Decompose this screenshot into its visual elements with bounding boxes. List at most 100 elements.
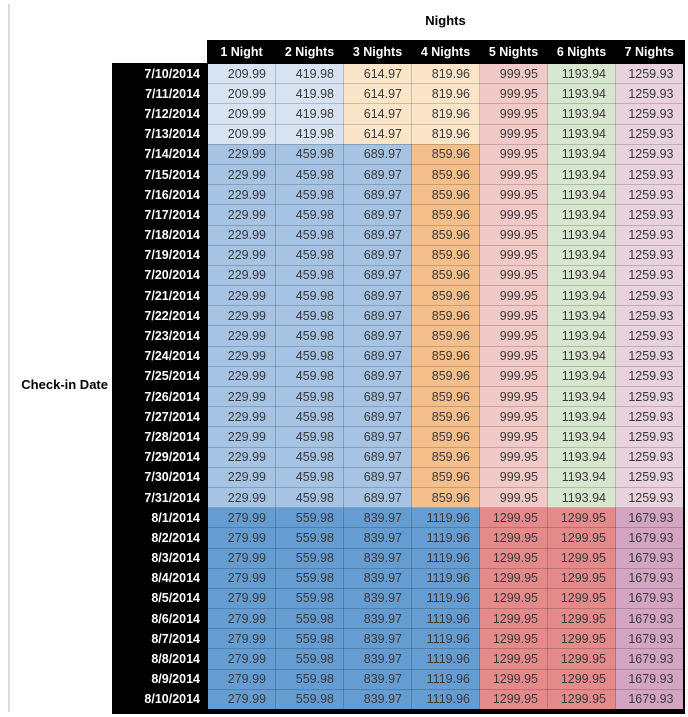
price-cell[interactable]: 1679.93 xyxy=(615,587,684,610)
price-cell[interactable]: 614.97 xyxy=(343,83,412,105)
price-cell[interactable]: 689.97 xyxy=(343,365,412,388)
price-cell[interactable]: 999.95 xyxy=(479,184,548,206)
price-cell[interactable]: 1299.95 xyxy=(479,527,548,549)
price-cell[interactable]: 999.95 xyxy=(479,365,548,388)
price-cell[interactable]: 839.97 xyxy=(343,628,412,650)
price-cell[interactable]: 999.95 xyxy=(479,466,548,488)
price-cell[interactable]: 1259.93 xyxy=(615,184,684,206)
price-cell[interactable]: 1679.93 xyxy=(615,547,684,569)
price-cell[interactable]: 689.97 xyxy=(343,426,412,448)
price-cell[interactable]: 859.96 xyxy=(411,143,480,165)
price-cell[interactable]: 279.99 xyxy=(207,668,276,690)
price-cell[interactable]: 1679.93 xyxy=(615,668,684,690)
price-cell[interactable]: 1259.93 xyxy=(615,163,684,186)
price-cell[interactable]: 209.99 xyxy=(207,62,276,85)
price-cell[interactable]: 419.98 xyxy=(275,83,344,105)
price-cell[interactable]: 999.95 xyxy=(479,264,548,287)
price-cell[interactable]: 1119.96 xyxy=(411,608,480,630)
price-cell[interactable]: 1259.93 xyxy=(615,285,684,307)
price-cell[interactable]: 999.95 xyxy=(479,62,548,85)
price-cell[interactable]: 279.99 xyxy=(207,587,276,610)
price-cell[interactable]: 999.95 xyxy=(479,285,548,307)
price-cell[interactable]: 999.95 xyxy=(479,204,548,226)
price-cell[interactable]: 999.95 xyxy=(479,305,548,327)
price-cell[interactable]: 1299.95 xyxy=(479,547,548,569)
price-cell[interactable]: 1193.94 xyxy=(547,466,616,488)
price-cell[interactable]: 559.98 xyxy=(275,668,344,690)
price-cell[interactable]: 229.99 xyxy=(207,385,276,408)
price-cell[interactable]: 1193.94 xyxy=(547,62,616,85)
price-cell[interactable]: 859.96 xyxy=(411,264,480,287)
price-cell[interactable]: 819.96 xyxy=(411,123,480,145)
price-cell[interactable]: 1119.96 xyxy=(411,668,480,690)
price-cell[interactable]: 999.95 xyxy=(479,163,548,186)
price-cell[interactable]: 229.99 xyxy=(207,406,276,428)
price-cell[interactable]: 859.96 xyxy=(411,446,480,468)
price-cell[interactable]: 839.97 xyxy=(343,567,412,589)
price-cell[interactable]: 839.97 xyxy=(343,668,412,690)
price-cell[interactable]: 819.96 xyxy=(411,62,480,85)
price-cell[interactable]: 819.96 xyxy=(411,103,480,125)
price-cell[interactable]: 1193.94 xyxy=(547,184,616,206)
price-cell[interactable]: 459.98 xyxy=(275,466,344,488)
price-cell[interactable]: 1299.95 xyxy=(479,648,548,670)
price-cell[interactable]: 1259.93 xyxy=(615,264,684,287)
price-cell[interactable]: 419.98 xyxy=(275,62,344,85)
price-cell[interactable]: 1299.95 xyxy=(547,547,616,569)
price-cell[interactable]: 839.97 xyxy=(343,608,412,630)
price-cell[interactable]: 839.97 xyxy=(343,507,412,529)
price-cell[interactable]: 459.98 xyxy=(275,305,344,327)
price-cell[interactable]: 229.99 xyxy=(207,244,276,266)
price-cell[interactable]: 1299.95 xyxy=(479,688,548,713)
price-cell[interactable]: 999.95 xyxy=(479,143,548,165)
price-cell[interactable]: 689.97 xyxy=(343,163,412,186)
price-cell[interactable]: 229.99 xyxy=(207,204,276,226)
price-cell[interactable]: 859.96 xyxy=(411,305,480,327)
price-cell[interactable]: 1679.93 xyxy=(615,567,684,589)
price-cell[interactable]: 1193.94 xyxy=(547,305,616,327)
price-cell[interactable]: 279.99 xyxy=(207,628,276,650)
price-cell[interactable]: 1299.95 xyxy=(547,688,616,713)
price-cell[interactable]: 459.98 xyxy=(275,224,344,246)
price-cell[interactable]: 1299.95 xyxy=(547,648,616,670)
price-cell[interactable]: 1259.93 xyxy=(615,224,684,246)
price-cell[interactable]: 229.99 xyxy=(207,345,276,367)
price-cell[interactable]: 459.98 xyxy=(275,385,344,408)
price-cell[interactable]: 999.95 xyxy=(479,345,548,367)
price-cell[interactable]: 1259.93 xyxy=(615,103,684,125)
price-cell[interactable]: 1259.93 xyxy=(615,244,684,266)
price-cell[interactable]: 1299.95 xyxy=(547,507,616,529)
price-cell[interactable]: 1193.94 xyxy=(547,264,616,287)
price-cell[interactable]: 279.99 xyxy=(207,688,276,713)
price-cell[interactable]: 689.97 xyxy=(343,285,412,307)
price-cell[interactable]: 279.99 xyxy=(207,527,276,549)
price-cell[interactable]: 1299.95 xyxy=(479,668,548,690)
price-cell[interactable]: 1299.95 xyxy=(547,567,616,589)
price-cell[interactable]: 999.95 xyxy=(479,426,548,448)
price-cell[interactable]: 1193.94 xyxy=(547,426,616,448)
price-cell[interactable]: 459.98 xyxy=(275,345,344,367)
price-cell[interactable]: 419.98 xyxy=(275,123,344,145)
price-cell[interactable]: 1193.94 xyxy=(547,446,616,468)
price-cell[interactable]: 1119.96 xyxy=(411,628,480,650)
price-cell[interactable]: 859.96 xyxy=(411,285,480,307)
price-cell[interactable]: 1679.93 xyxy=(615,527,684,549)
price-cell[interactable]: 839.97 xyxy=(343,587,412,610)
price-cell[interactable]: 229.99 xyxy=(207,325,276,347)
price-cell[interactable]: 689.97 xyxy=(343,446,412,468)
price-cell[interactable]: 859.96 xyxy=(411,325,480,347)
price-cell[interactable]: 1193.94 xyxy=(547,83,616,105)
price-cell[interactable]: 229.99 xyxy=(207,446,276,468)
price-cell[interactable]: 689.97 xyxy=(343,184,412,206)
price-cell[interactable]: 999.95 xyxy=(479,325,548,347)
price-cell[interactable]: 1193.94 xyxy=(547,345,616,367)
price-cell[interactable]: 229.99 xyxy=(207,163,276,186)
price-cell[interactable]: 859.96 xyxy=(411,365,480,388)
price-cell[interactable]: 1193.94 xyxy=(547,285,616,307)
price-cell[interactable]: 1193.94 xyxy=(547,365,616,388)
price-cell[interactable]: 1259.93 xyxy=(615,385,684,408)
price-cell[interactable]: 279.99 xyxy=(207,567,276,589)
price-cell[interactable]: 1119.96 xyxy=(411,547,480,569)
price-cell[interactable]: 1259.93 xyxy=(615,365,684,388)
price-cell[interactable]: 459.98 xyxy=(275,163,344,186)
